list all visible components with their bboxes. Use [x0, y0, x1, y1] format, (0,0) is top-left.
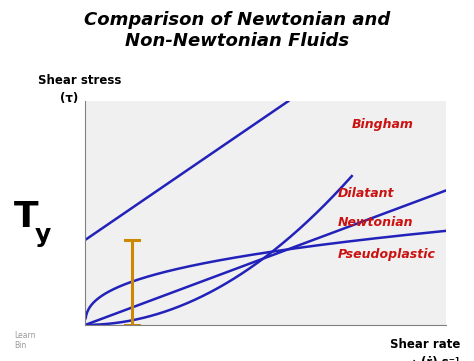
Text: Bingham: Bingham — [352, 118, 414, 131]
Text: Learn
Bin: Learn Bin — [14, 331, 36, 350]
Text: T: T — [14, 200, 38, 234]
Text: Pseudoplastic: Pseudoplastic — [337, 248, 435, 261]
Text: Dilatant: Dilatant — [337, 187, 394, 200]
Text: (τ): (τ) — [60, 92, 78, 105]
Text: Newtonian: Newtonian — [337, 216, 413, 230]
Text: Shear rate: Shear rate — [390, 338, 460, 351]
Text: Comparison of Newtonian and
Non-Newtonian Fluids: Comparison of Newtonian and Non-Newtonia… — [84, 11, 390, 49]
Text: → (ṙ) s⁻¹: → (ṙ) s⁻¹ — [407, 356, 460, 361]
Text: y: y — [35, 223, 51, 247]
Text: Shear stress: Shear stress — [38, 74, 122, 87]
